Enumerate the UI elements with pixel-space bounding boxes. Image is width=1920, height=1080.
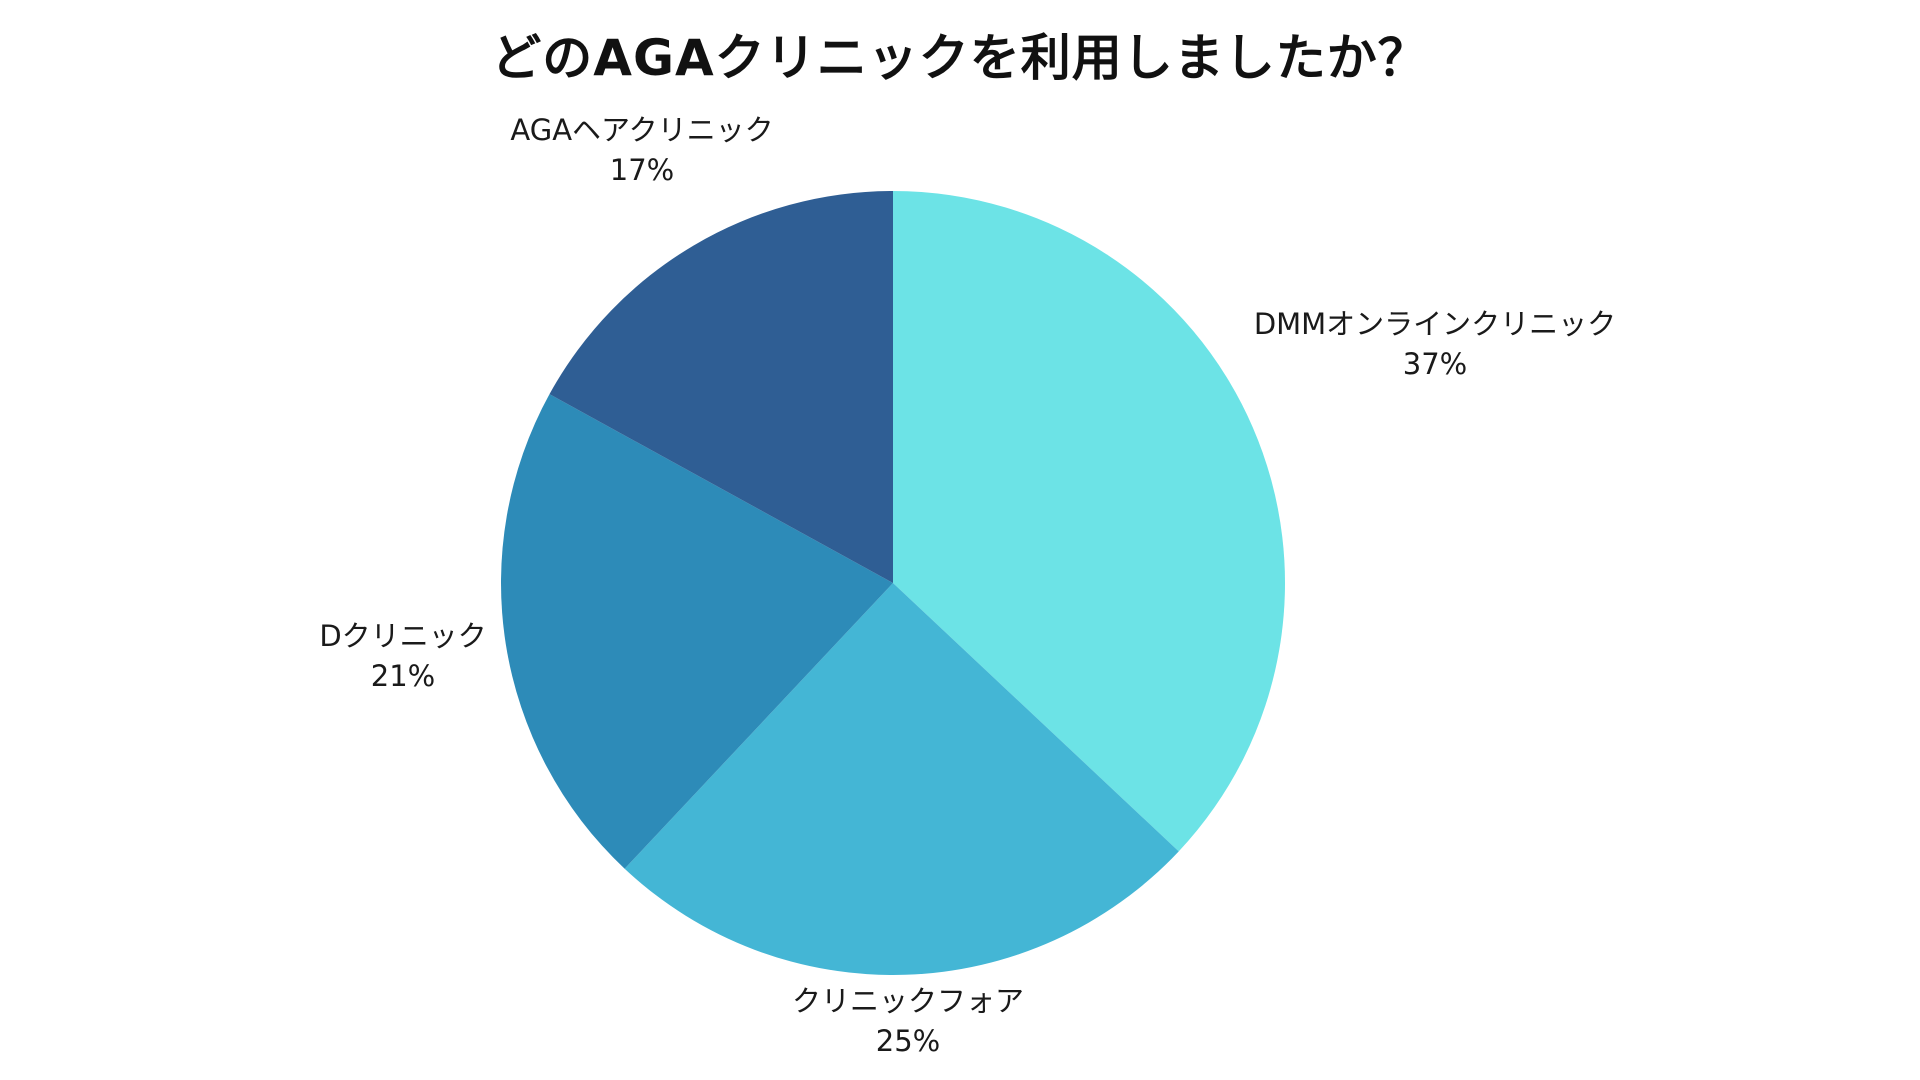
slice-label-1: DMMオンラインクリニック — [1254, 307, 1616, 341]
pie-slice-4 — [549, 191, 893, 583]
pie-slice-3 — [500, 394, 893, 869]
pie-labels: DMMオンラインクリニック 37% クリニックフォア 25% Dクリニック 21% AGAヘ… — [319, 113, 1616, 1058]
pie-slice-1 — [893, 191, 1286, 852]
slice-value-label-1: 37% — [1403, 347, 1467, 381]
slice-value-label-4: 17% — [610, 153, 674, 187]
slice-label-3: Dクリニック — [319, 619, 486, 653]
slice-value-label-2: 25% — [876, 1024, 940, 1058]
slice-value-label-3: 21% — [371, 659, 435, 693]
pie-slice-2 — [624, 583, 1179, 976]
slice-label-4: AGAヘアクリニック — [510, 113, 773, 147]
slice-label-2: クリニックフォア — [792, 984, 1024, 1018]
chart-title: どのAGAクリニックを利用しましたか？ — [491, 29, 1429, 87]
pie-slices — [500, 191, 1286, 976]
